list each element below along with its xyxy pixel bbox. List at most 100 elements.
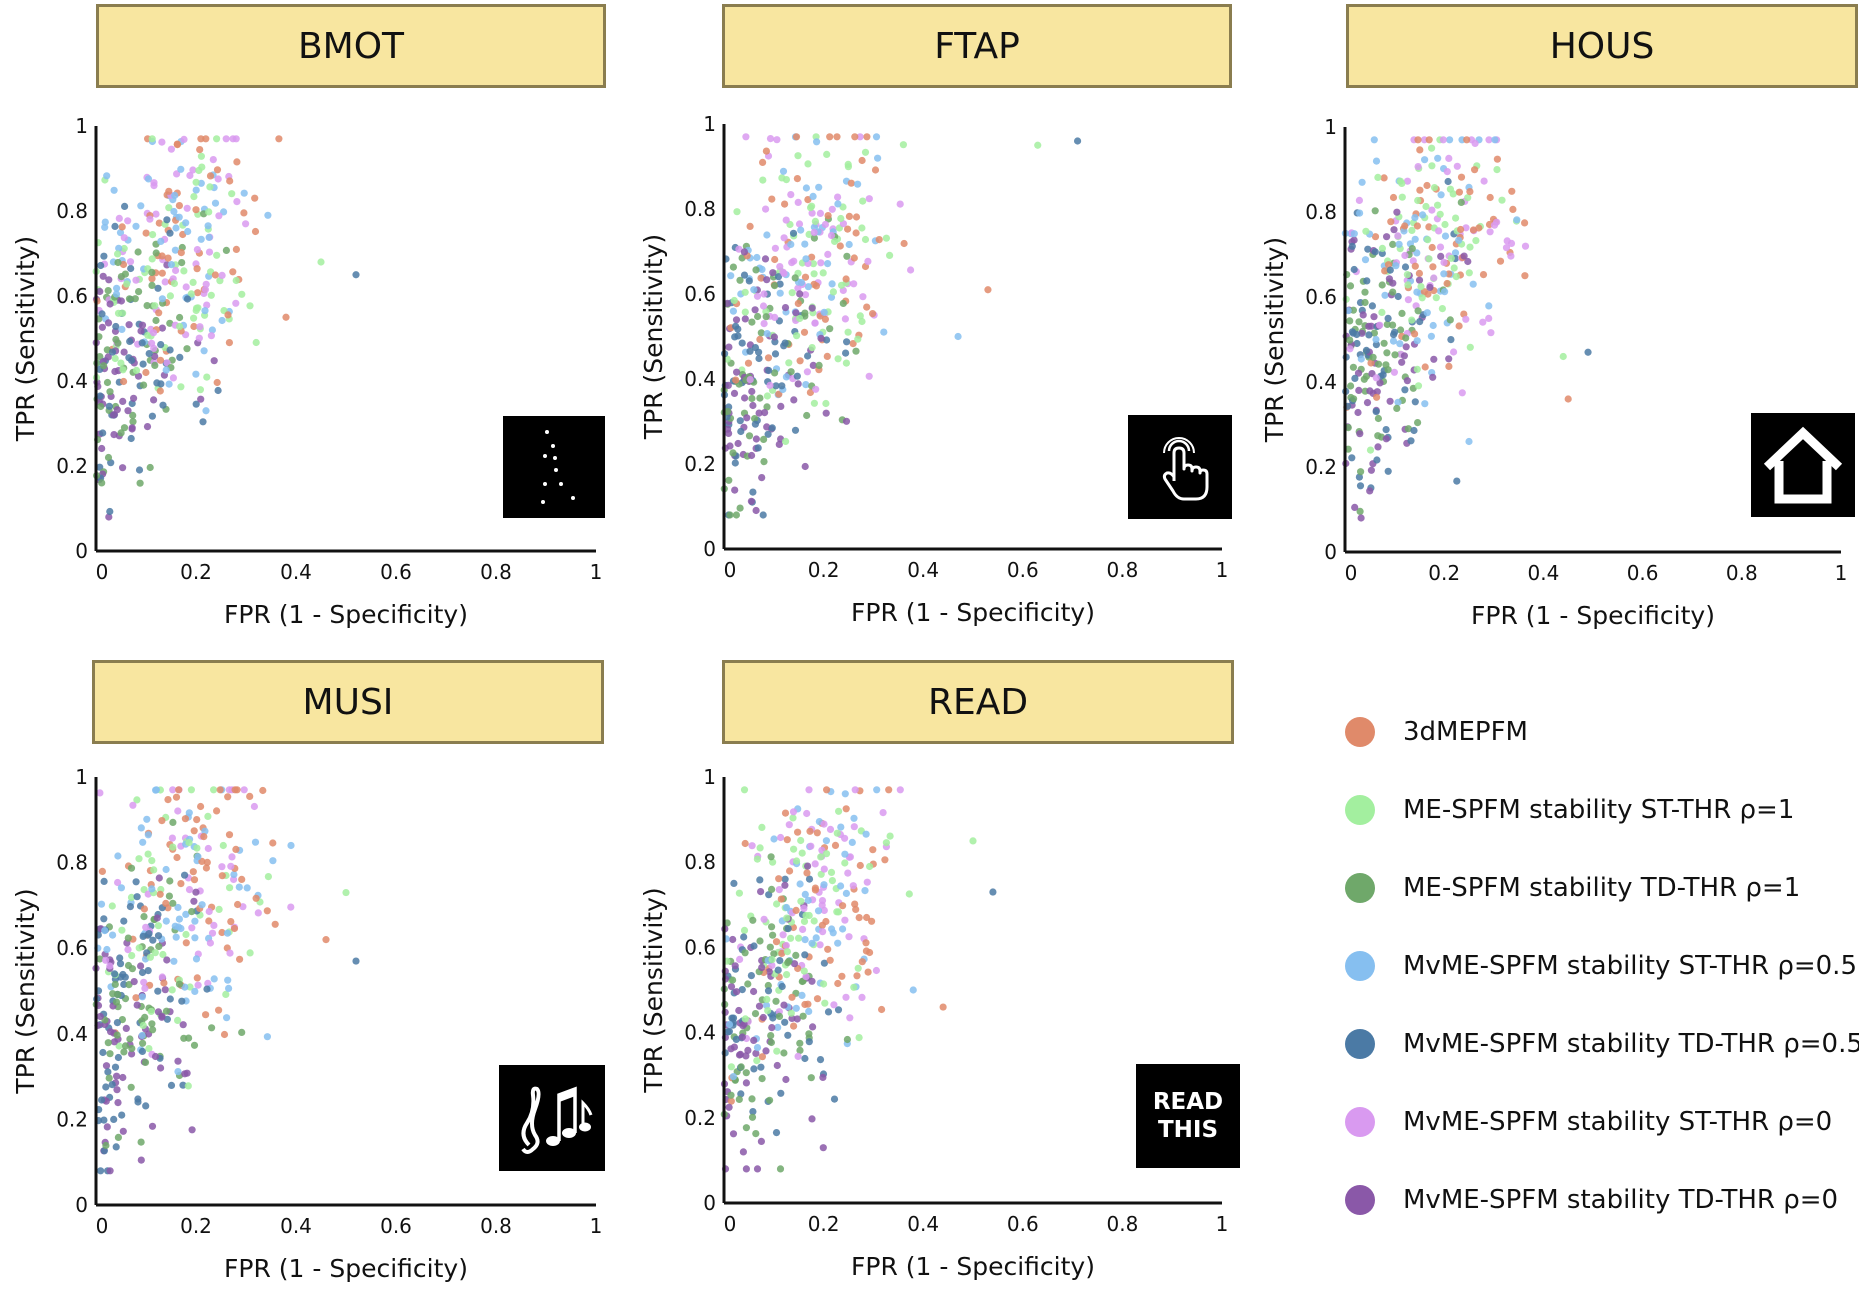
data-point xyxy=(1466,343,1474,351)
data-point xyxy=(796,314,804,323)
data-point xyxy=(809,192,817,200)
data-point xyxy=(775,317,784,325)
data-point xyxy=(1416,146,1424,154)
data-point xyxy=(148,135,156,143)
data-point xyxy=(740,409,749,417)
data-point xyxy=(97,925,105,933)
data-point xyxy=(148,1122,157,1130)
data-point xyxy=(175,786,183,794)
data-point xyxy=(1467,136,1476,144)
data-point xyxy=(162,299,171,307)
data-point xyxy=(1348,238,1356,246)
data-point xyxy=(162,813,170,822)
data-point xyxy=(790,232,798,240)
data-point xyxy=(146,212,154,220)
data-point xyxy=(156,1052,164,1060)
data-point xyxy=(741,1015,750,1023)
data-point xyxy=(137,962,145,970)
data-point xyxy=(1421,214,1429,222)
data-point xyxy=(1396,177,1404,185)
data-point xyxy=(110,431,118,439)
data-point xyxy=(263,907,271,915)
data-point xyxy=(856,312,864,320)
data-point xyxy=(856,133,864,141)
data-point xyxy=(1414,307,1422,315)
data-point xyxy=(140,1058,148,1066)
data-point xyxy=(137,1138,145,1146)
data-point xyxy=(1479,271,1488,279)
data-point xyxy=(1409,219,1418,227)
data-point xyxy=(1486,228,1494,236)
data-point xyxy=(188,924,196,932)
data-point xyxy=(787,1009,795,1017)
data-point xyxy=(725,343,733,351)
data-point xyxy=(209,156,217,164)
data-point xyxy=(148,339,156,347)
data-point xyxy=(761,255,770,263)
data-point xyxy=(824,945,832,953)
data-point xyxy=(784,915,792,923)
data-point xyxy=(141,1058,150,1066)
data-point xyxy=(738,254,746,262)
data-point xyxy=(138,991,146,1000)
data-point xyxy=(1415,164,1423,172)
data-point xyxy=(759,961,768,969)
data-point xyxy=(748,451,756,460)
data-point xyxy=(779,268,787,276)
data-point xyxy=(774,948,782,956)
data-point xyxy=(187,293,195,301)
data-point xyxy=(869,846,877,854)
data-point xyxy=(805,1007,813,1016)
data-point xyxy=(104,1039,112,1047)
data-point xyxy=(793,857,801,865)
data-point xyxy=(203,858,211,867)
data-point xyxy=(759,302,768,310)
data-point xyxy=(105,296,113,304)
data-point xyxy=(1372,341,1380,349)
data-point xyxy=(736,1050,745,1058)
data-point xyxy=(804,196,812,204)
data-point xyxy=(108,1081,116,1089)
data-point xyxy=(1398,179,1406,187)
data-point xyxy=(1433,215,1441,223)
data-point xyxy=(352,957,360,965)
data-point xyxy=(1420,136,1428,144)
data-point xyxy=(94,987,103,995)
data-point xyxy=(163,261,171,269)
data-point xyxy=(1374,432,1382,440)
data-point xyxy=(186,835,194,843)
data-point xyxy=(824,212,832,220)
data-point xyxy=(756,937,764,945)
data-point xyxy=(782,271,790,279)
data-point xyxy=(1453,227,1461,235)
data-point xyxy=(783,914,791,922)
data-point xyxy=(726,976,735,984)
data-point xyxy=(1351,325,1359,333)
data-point xyxy=(145,930,153,938)
data-point xyxy=(804,896,812,905)
data-point xyxy=(97,402,105,411)
data-point xyxy=(720,408,728,417)
data-point xyxy=(108,345,116,353)
data-point xyxy=(200,347,208,355)
data-point xyxy=(191,917,199,925)
data-point xyxy=(798,910,807,919)
data-point xyxy=(809,1023,817,1031)
data-point xyxy=(794,828,802,836)
data-point xyxy=(1437,252,1445,260)
data-point xyxy=(119,970,127,979)
data-point xyxy=(1496,257,1505,265)
data-point xyxy=(1386,266,1394,274)
data-point xyxy=(220,1030,229,1039)
data-point xyxy=(179,1081,187,1089)
data-point xyxy=(193,907,201,915)
data-point xyxy=(1366,387,1374,395)
data-point xyxy=(106,1050,114,1058)
data-point xyxy=(786,957,794,965)
data-point xyxy=(178,243,186,252)
data-point xyxy=(140,905,148,913)
data-point xyxy=(1392,259,1400,267)
y-tick-label: 1 xyxy=(75,114,88,138)
data-point xyxy=(234,900,242,909)
data-point xyxy=(830,1001,838,1009)
